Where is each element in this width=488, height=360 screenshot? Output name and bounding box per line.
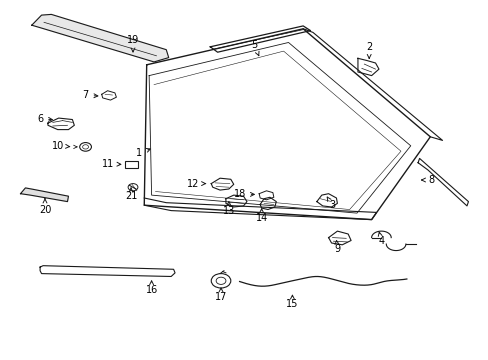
Polygon shape <box>32 14 168 62</box>
Text: 15: 15 <box>285 295 298 309</box>
Polygon shape <box>20 188 68 202</box>
Text: 17: 17 <box>214 288 227 302</box>
Text: 19: 19 <box>126 35 139 52</box>
Text: 7: 7 <box>82 90 98 100</box>
Text: 6: 6 <box>37 114 52 124</box>
Text: 21: 21 <box>124 188 137 201</box>
Text: 5: 5 <box>251 40 259 56</box>
Text: 3: 3 <box>326 197 335 210</box>
Text: 4: 4 <box>378 232 384 246</box>
Text: 9: 9 <box>334 240 340 254</box>
Text: 2: 2 <box>366 42 371 58</box>
Text: 13: 13 <box>222 202 235 216</box>
Text: 14: 14 <box>255 209 267 223</box>
Text: 1: 1 <box>136 148 150 158</box>
Text: 11: 11 <box>101 159 121 169</box>
Text: 16: 16 <box>145 281 158 295</box>
Text: 12: 12 <box>186 179 205 189</box>
Text: 10: 10 <box>51 141 70 151</box>
Text: 18: 18 <box>233 189 254 199</box>
Text: 20: 20 <box>39 199 51 215</box>
Text: 8: 8 <box>421 175 433 185</box>
